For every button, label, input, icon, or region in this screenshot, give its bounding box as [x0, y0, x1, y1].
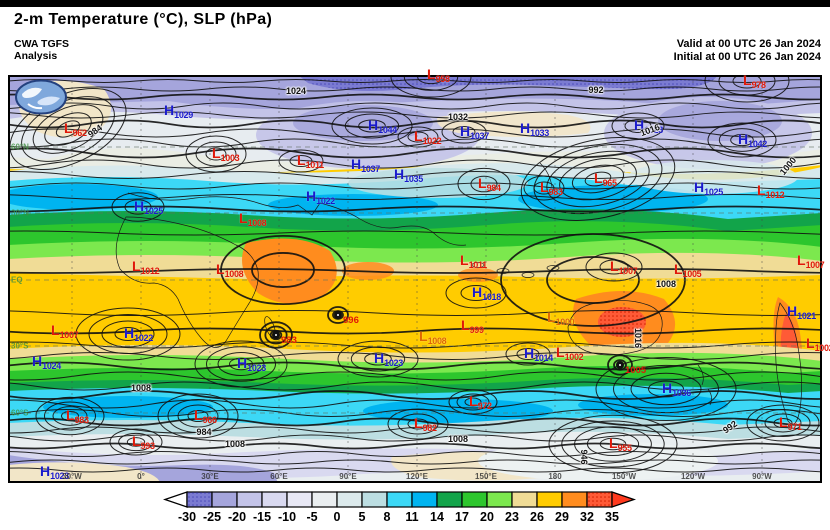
run-type: Analysis	[14, 50, 58, 62]
temperature-colorbar: -30 -25 -20 -15 -10 -5 0 5 8 11 14 17 20 23 26 29 32 35	[162, 491, 637, 524]
colorbar-cell	[361, 491, 388, 508]
top-bar	[0, 0, 830, 7]
colorbar-cell	[311, 491, 338, 508]
colorbar-cell	[336, 491, 363, 508]
colorbar-left-arrow-icon	[162, 491, 188, 508]
page-title: 2-m Temperature (°C), SLP (hPa)	[14, 11, 273, 28]
colorbar-tick-label: 29	[555, 510, 569, 524]
colorbar-tick-label: 11	[405, 510, 418, 524]
colorbar-tick-label: 23	[505, 510, 519, 524]
colorbar-tick-label: -10	[278, 510, 296, 524]
colorbar-tick-label: -15	[253, 510, 271, 524]
colorbar-cell	[561, 491, 588, 508]
model-name: CWA TGFS	[14, 38, 70, 50]
cwa-logo-icon	[15, 79, 67, 115]
colorbar-tick-label: 8	[384, 510, 391, 524]
colorbar-cell	[436, 491, 463, 508]
colorbar-cell	[536, 491, 563, 508]
colorbar-cell	[461, 491, 488, 508]
colorbar-tick-label: 32	[580, 510, 594, 524]
colorbar-tick-label: 20	[480, 510, 494, 524]
colorbar-cell	[236, 491, 263, 508]
colorbar-cell	[486, 491, 513, 508]
initial-time: Initial at 00 UTC 26 Jan 2024	[673, 50, 821, 63]
colorbar-tick-label: -30	[178, 510, 196, 524]
colorbar-tick-label: -20	[228, 510, 246, 524]
valid-time: Valid at 00 UTC 26 Jan 2024	[676, 38, 821, 50]
colorbar-tick-label: -5	[306, 510, 317, 524]
time-info: Valid at 00 UTC 26 Jan 2024 Initial at 0…	[674, 38, 821, 63]
colorbar-tick-label: 26	[530, 510, 544, 524]
colorbar-tick-label: 14	[430, 510, 444, 524]
colorbar-cell	[411, 491, 438, 508]
colorbar-right-arrow-icon	[611, 491, 637, 508]
colorbar-tick-label: 35	[605, 510, 619, 524]
colorbar-tick-label: 5	[359, 510, 366, 524]
world-temperature-slp-map	[8, 75, 822, 483]
colorbar-cell	[511, 491, 538, 508]
map-grid	[8, 75, 822, 483]
colorbar-tick-label: 17	[455, 510, 469, 524]
map-border	[8, 75, 822, 483]
colorbar-tick-label: 0	[334, 510, 341, 524]
colorbar-cell	[211, 491, 238, 508]
map-panel	[8, 75, 822, 483]
colorbar-cell	[386, 491, 413, 508]
cwa-logo	[14, 79, 68, 115]
colorbar-tick-label: -25	[203, 510, 221, 524]
colorbar-cell	[286, 491, 313, 508]
contour-lines	[8, 75, 822, 474]
colorbar-cell	[261, 491, 288, 508]
